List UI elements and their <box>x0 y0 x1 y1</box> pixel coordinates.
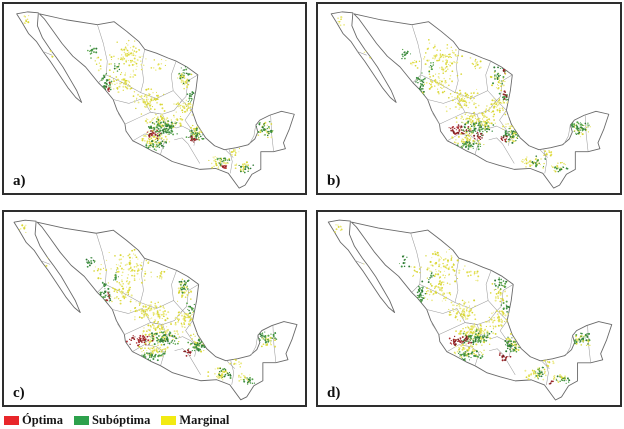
map-panel-a: a) <box>2 2 307 195</box>
baja-outline <box>16 11 83 103</box>
mainland-outline <box>38 13 295 189</box>
panel-label-a: a) <box>13 173 26 189</box>
dot-layer <box>23 14 274 174</box>
map-panel-d: d) <box>316 210 622 407</box>
dot-layer <box>333 224 591 385</box>
marginal-swatch-icon <box>161 415 177 425</box>
panel-label-b: b) <box>327 173 341 189</box>
optima-swatch-icon <box>4 415 19 425</box>
state-borders <box>356 24 589 174</box>
legend-label-marginal: Marginal <box>179 412 230 427</box>
mexico-map-c <box>13 219 298 401</box>
legend-item-optima: Óptima <box>4 414 63 427</box>
mainland-outline <box>36 221 298 401</box>
legend-item-suboptima: Subóptima <box>73 412 151 427</box>
baja-outline <box>330 11 397 103</box>
legend: Óptima Subóptima Marginal <box>4 413 229 427</box>
mexico-map-b <box>330 11 610 189</box>
suboptima-swatch-icon <box>73 415 89 425</box>
panel-label-d: d) <box>327 385 341 401</box>
panel-label-c: c) <box>13 385 25 401</box>
map-panel-c: c) <box>2 210 307 407</box>
mexico-map-d <box>327 219 613 401</box>
mainland-outline <box>350 221 613 401</box>
map-panel-b: b) <box>316 2 622 195</box>
mainland-outline <box>353 13 610 189</box>
legend-item-marginal: Marginal <box>161 414 229 427</box>
baja-outline <box>327 219 396 313</box>
dot-layer <box>18 224 278 385</box>
legend-label-optima: Óptima <box>22 412 63 427</box>
mexico-map-a <box>16 11 295 189</box>
legend-label-suboptima: Subóptima <box>91 412 151 427</box>
